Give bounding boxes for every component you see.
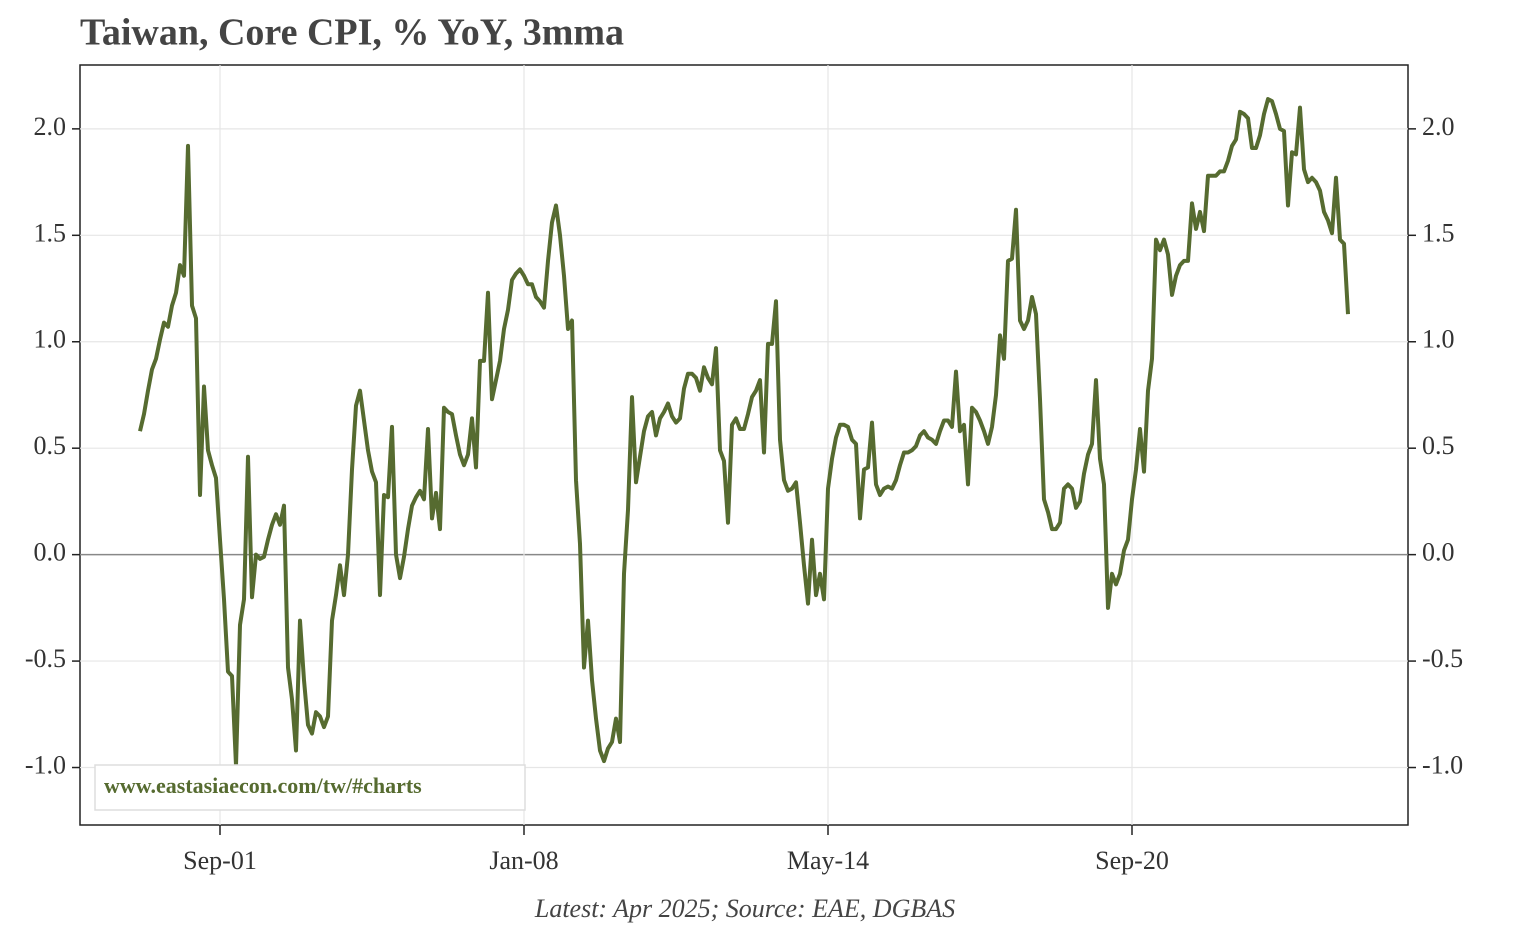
watermark-box — [94, 764, 526, 811]
y-tick-label: 1.0 — [34, 325, 67, 354]
y2-tick-label: 2.0 — [1422, 112, 1455, 141]
y2-tick-label: 1.5 — [1422, 218, 1455, 247]
y-tick-label: -0.5 — [25, 644, 66, 673]
y2-tick-label: -1.0 — [1422, 750, 1463, 779]
y-tick-label: -1.0 — [25, 750, 66, 779]
y-tick-label: 1.5 — [34, 218, 67, 247]
x-tick-label: Sep-01 — [183, 846, 257, 875]
series-line — [138, 97, 1350, 768]
y-tick-label: 0.5 — [34, 431, 67, 460]
x-tick-label: Sep-20 — [1095, 846, 1169, 875]
y2-tick-label: -0.5 — [1422, 644, 1463, 673]
y2-tick-label: 0.0 — [1422, 538, 1455, 567]
source-note: Latest: Apr 2025; Source: EAE, DGBAS — [534, 894, 955, 923]
chart-title: Taiwan, Core CPI, % YoY, 3mma — [80, 12, 624, 54]
y2-tick-label: 0.5 — [1422, 431, 1455, 460]
plot-frame — [79, 64, 1409, 826]
y-tick-label: 0.0 — [34, 538, 67, 567]
y-tick-label: 2.0 — [34, 112, 67, 141]
y2-tick-label: 1.0 — [1422, 325, 1455, 354]
x-tick-label: May-14 — [787, 846, 869, 875]
x-tick-label: Jan-08 — [489, 846, 558, 875]
watermark: www.eastasiaecon.com/tw/#charts — [104, 773, 422, 798]
